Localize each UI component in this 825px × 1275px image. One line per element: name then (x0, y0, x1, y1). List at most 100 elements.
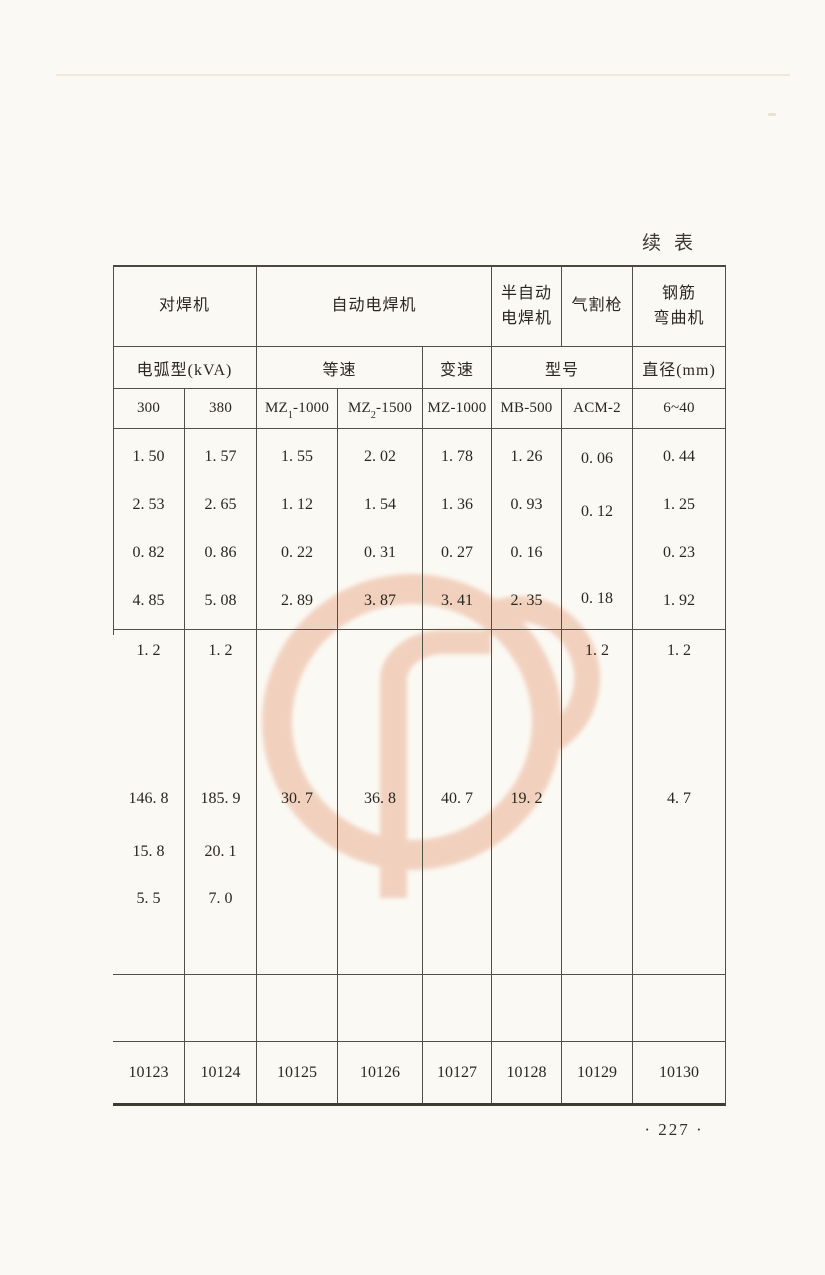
continued-table-label: 续表 (642, 233, 707, 254)
table-left-border (113, 265, 114, 635)
model-text: 6~40 (663, 400, 695, 416)
table-cell-empty (633, 975, 725, 1041)
header-cell-model: 型号 (492, 347, 633, 388)
scan-artifact-line (56, 74, 790, 76)
table-cell: 0. 44 1. 25 0. 23 1. 92 (633, 429, 725, 629)
value: 185. 9 (200, 790, 241, 807)
table-cell-code: 10124 (185, 1042, 257, 1103)
welding-equipment-table: 对焊机 自动电焊机 半自动 电焊机 气割枪 钢筋 弯曲机 电弧型(kVA) 等速… (113, 265, 726, 1106)
value: 1. 36 (441, 496, 473, 513)
table-cell-empty (492, 975, 562, 1041)
model-text: 380 (208, 400, 233, 416)
value: 0. 06 (581, 450, 613, 468)
table-cell: 1. 2 (562, 630, 633, 974)
header-cell-semiauto-welder: 半自动 电焊机 (492, 267, 562, 346)
header-cell-gas-cutter: 气割枪 (562, 267, 633, 346)
model-text: MZ (347, 400, 371, 416)
header-row-subtypes: 电弧型(kVA) 等速 变速 型号 直径(mm) (113, 347, 725, 389)
value: 36. 8 (364, 790, 396, 807)
table-cell-code: 10123 (113, 1042, 185, 1103)
value: 3. 41 (441, 592, 473, 609)
value: 7. 0 (208, 890, 233, 907)
table-cell-code: 10125 (257, 1042, 338, 1103)
model-text: -1000 (293, 400, 330, 416)
header-cell-butt-welder: 对焊机 (113, 267, 257, 346)
value: 5. 5 (136, 890, 161, 907)
value: 1. 12 (281, 496, 313, 513)
header-cell-variable-speed: 变速 (423, 347, 492, 388)
table-cell-empty (113, 975, 185, 1041)
table-cell: 1. 2 4. 7 (633, 630, 725, 974)
header-cell-diameter-mm: 直径(mm) (642, 361, 716, 379)
value: 146. 8 (128, 790, 169, 807)
table-cell: 1. 2 185. 9 20. 1 7. 0 (185, 630, 257, 974)
header-cell-rebar-bender: 钢筋 弯曲机 (653, 284, 705, 327)
table-cell: 0. 06 0. 12 0. 18 (562, 429, 633, 629)
table-cell-code: 10129 (562, 1042, 633, 1103)
data-band-lower: 1. 2 146. 8 15. 8 5. 5 1. 2 185. 9 20. 1 7. 0 … (113, 630, 725, 975)
table-cell-empty (423, 975, 492, 1041)
table-cell-code: 10126 (338, 1042, 423, 1103)
value: 1. 55 (281, 448, 313, 465)
table-cell-model: MZ 2 -1500 (338, 389, 423, 428)
header-cell-arc-kva: 电弧型(kVA) (113, 347, 257, 388)
value: 0. 44 (663, 448, 695, 465)
table-cell-model: 6~40 (633, 389, 725, 428)
value: 4. 7 (667, 790, 691, 807)
code-row: 10123 10124 10125 10126 10127 10128 1012… (113, 1042, 725, 1103)
stamp-watermark (262, 574, 620, 898)
value: 30. 7 (281, 790, 313, 807)
value: 0. 12 (581, 502, 613, 520)
value: 0. 16 (510, 544, 543, 561)
table-cell: 2. 02 1. 54 0. 31 3. 87 (338, 429, 423, 629)
table-cell: 1. 50 2. 53 0. 82 4. 85 (113, 429, 185, 629)
value: 0. 93 (510, 496, 543, 513)
table-cell-model: 380 (185, 389, 257, 428)
value: 2. 89 (281, 592, 313, 609)
value: 40. 7 (441, 790, 473, 807)
value: 2. 53 (132, 496, 165, 513)
value: 1. 92 (663, 592, 695, 609)
value: 1. 2 (208, 642, 233, 659)
value: 1. 25 (663, 496, 695, 513)
value: 1. 2 (585, 642, 609, 659)
value: 5. 08 (204, 592, 237, 609)
header-cell-constant-speed: 等速 (257, 347, 423, 388)
value: 2. 65 (204, 496, 237, 513)
table-cell-code: 10127 (423, 1042, 492, 1103)
table-cell-code: 10130 (659, 1063, 699, 1081)
model-text: ACM-2 (573, 400, 621, 416)
value: 15. 8 (132, 843, 165, 860)
header-row-models: 300 380 MZ 1 -1000 MZ 2 -1500 MZ-1000 MB-500… (113, 389, 725, 429)
value: 1. 2 (667, 642, 691, 659)
table-cell: 1. 26 0. 93 0. 16 2. 35 (492, 429, 562, 629)
value: 3. 87 (364, 592, 396, 609)
model-text: MZ-1000 (427, 400, 487, 416)
table-cell: 1. 2 146. 8 15. 8 5. 5 (113, 630, 185, 974)
model-text: -1500 (376, 400, 413, 416)
header-cell-auto-welder: 自动电焊机 (257, 267, 492, 346)
model-text: MZ (264, 400, 288, 416)
value: 2. 02 (364, 448, 396, 465)
table-cell: 1. 55 1. 12 0. 22 2. 89 (257, 429, 338, 629)
table-cell: 40. 7 (423, 630, 492, 974)
table-cell-model: MB-500 (492, 389, 562, 428)
value: 1. 54 (364, 496, 396, 513)
value: 19. 2 (510, 790, 543, 807)
value: 0. 31 (364, 544, 396, 561)
table-cell-empty (257, 975, 338, 1041)
data-band-upper: 1. 50 2. 53 0. 82 4. 85 1. 57 2. 65 0. 86 5. 0… (113, 429, 725, 630)
value: 0. 22 (281, 544, 313, 561)
value: 20. 1 (204, 843, 237, 860)
value: 0. 82 (132, 544, 165, 561)
table-cell: 30. 7 (257, 630, 338, 974)
table-cell: 1. 78 1. 36 0. 27 3. 41 (423, 429, 492, 629)
table-cell-code: 10128 (492, 1042, 562, 1103)
scan-artifact-speck (768, 113, 776, 116)
model-subscript: 2 (370, 410, 377, 421)
model-text: MB-500 (500, 400, 553, 416)
table-cell: 1. 57 2. 65 0. 86 5. 08 (185, 429, 257, 629)
model-subscript: 1 (287, 410, 294, 421)
value: 0. 86 (204, 544, 237, 561)
table-cell: 36. 8 (338, 630, 423, 974)
